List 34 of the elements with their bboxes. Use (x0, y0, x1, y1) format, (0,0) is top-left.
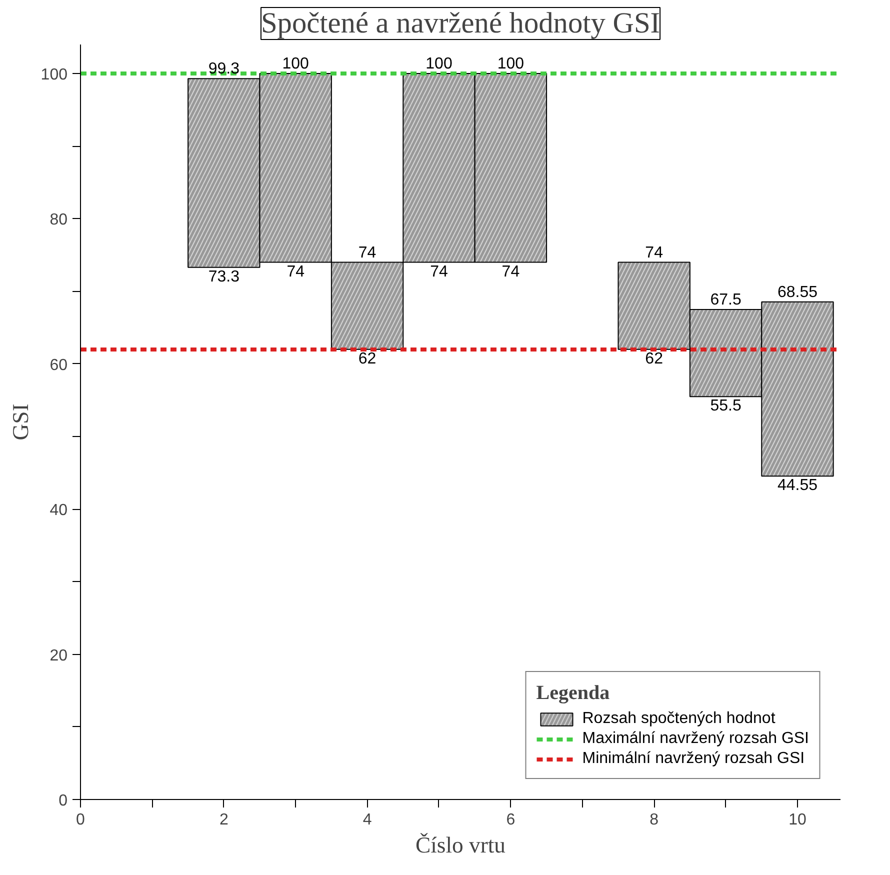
annotation: 74 (645, 244, 664, 262)
annotation: 62 (358, 350, 376, 368)
annotation: 73.3 (208, 268, 240, 286)
legend-label: Maximální navržený rozsah GSI (582, 730, 809, 748)
x-tick-label: 4 (362, 812, 372, 828)
annotation: 55.5 (710, 398, 742, 415)
annotation: 44.55 (777, 477, 818, 494)
x-tick-label: 10 (788, 812, 806, 828)
annotation: 74 (286, 263, 305, 280)
annotation: 68.55 (777, 284, 818, 301)
annotation: 100 (282, 56, 310, 73)
annotation: 74 (502, 263, 520, 280)
x-axis-title: Číslo vrtu (415, 832, 506, 858)
y-tick-label: 0 (58, 792, 68, 810)
annotation: 100 (497, 56, 524, 73)
annotation: 74 (430, 263, 448, 280)
chart-title: Spočtené a navržené hodnoty GSI (260, 8, 660, 40)
y-tick-label: 80 (50, 212, 68, 229)
y-tick-label: 60 (50, 356, 68, 374)
x-tick-label: 6 (506, 812, 516, 828)
y-tick-label: 20 (50, 647, 68, 664)
annotation: 62 (645, 350, 664, 368)
y-axis-title: GSI (8, 404, 33, 440)
y-tick-label: 100 (40, 66, 68, 84)
legend-title: Legenda (536, 682, 611, 705)
y-tick-label: 40 (50, 502, 68, 520)
x-tick-label: 0 (76, 812, 86, 828)
x-tick-label: 8 (650, 812, 659, 828)
legend-label: Minimální navržený rozsah GSI (582, 750, 805, 768)
annotation: 74 (358, 244, 376, 262)
legend-label: Rozsah spočtených hodnot (582, 710, 776, 728)
annotation: 100 (426, 56, 452, 73)
annotation: 67.5 (710, 291, 742, 308)
x-tick-label: 2 (219, 812, 228, 828)
